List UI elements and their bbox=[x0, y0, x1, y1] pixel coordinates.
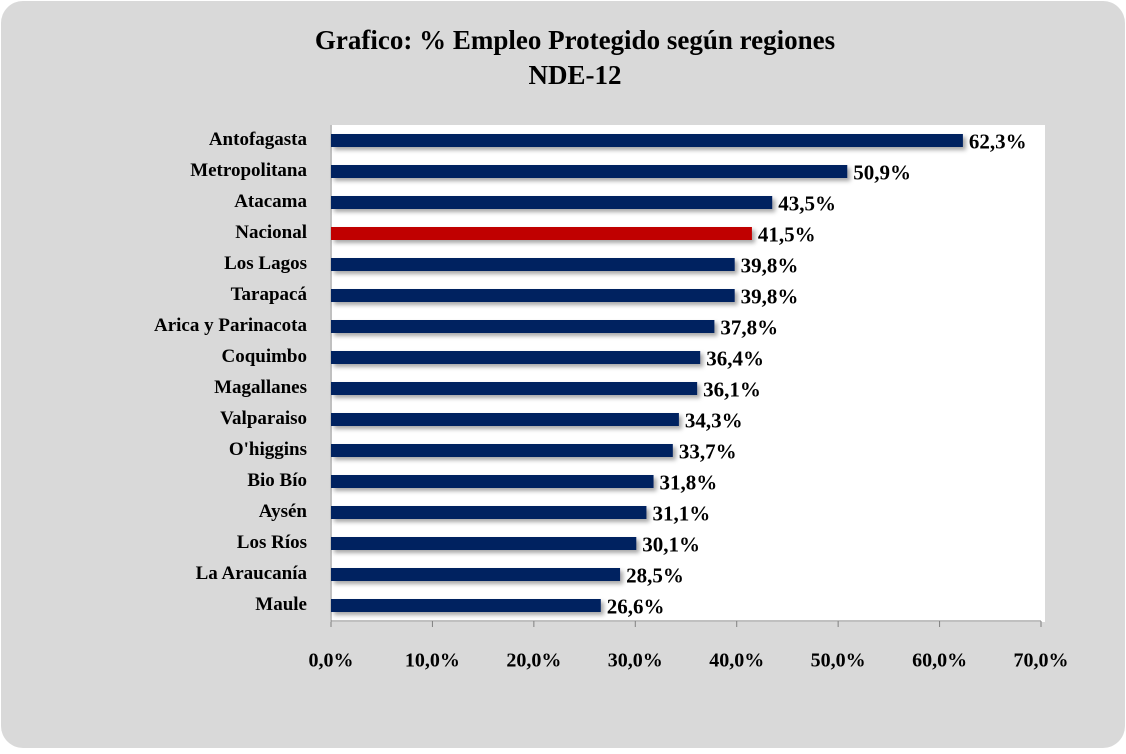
bar bbox=[331, 382, 698, 395]
value-label: 26,6% bbox=[607, 594, 665, 618]
y-tick-label: Metropolitana bbox=[190, 160, 307, 181]
bar bbox=[331, 289, 735, 302]
y-tick-label: La Araucanía bbox=[196, 563, 308, 584]
bar bbox=[331, 196, 773, 209]
x-tick-label: 20,0% bbox=[506, 650, 561, 672]
y-tick-label: O'higgins bbox=[229, 439, 307, 460]
value-label: 39,8% bbox=[741, 284, 799, 308]
value-label: 33,7% bbox=[679, 439, 737, 463]
y-tick-label: Los Lagos bbox=[224, 253, 307, 274]
bar bbox=[331, 568, 621, 581]
value-label: 62,3% bbox=[969, 129, 1027, 153]
value-label: 36,1% bbox=[703, 377, 761, 401]
y-tick-label: Tarapacá bbox=[231, 284, 308, 305]
value-label: 39,8% bbox=[741, 253, 799, 277]
value-label: 43,5% bbox=[778, 191, 836, 215]
value-label: 31,8% bbox=[660, 470, 718, 494]
y-tick-label: Maule bbox=[255, 594, 307, 615]
y-tick-label: Antofagasta bbox=[209, 129, 308, 150]
y-tick-label: Coquimbo bbox=[221, 346, 307, 367]
value-label: 34,3% bbox=[685, 408, 743, 432]
y-tick-label: Arica y Parinacota bbox=[154, 315, 308, 336]
value-label: 41,5% bbox=[758, 222, 816, 246]
value-label: 36,4% bbox=[706, 346, 764, 370]
bar bbox=[331, 227, 752, 240]
bar bbox=[331, 413, 679, 426]
value-label: 50,9% bbox=[853, 160, 911, 184]
chart-title: Grafico: % Empleo Protegido según region… bbox=[315, 25, 835, 55]
bar bbox=[331, 444, 673, 457]
bar bbox=[331, 506, 647, 519]
y-tick-label: Aysén bbox=[259, 501, 308, 522]
bar bbox=[331, 258, 735, 271]
y-tick-label: Bio Bío bbox=[247, 470, 307, 491]
x-tick-label: 10,0% bbox=[405, 650, 460, 672]
x-tick-label: 60,0% bbox=[912, 650, 967, 672]
x-tick-label: 30,0% bbox=[608, 650, 663, 672]
value-label: 31,1% bbox=[652, 501, 710, 525]
chart-subtitle: NDE-12 bbox=[529, 60, 622, 90]
bar bbox=[331, 351, 701, 364]
x-tick-label: 70,0% bbox=[1014, 650, 1069, 672]
y-tick-label: Valparaiso bbox=[220, 408, 307, 429]
x-tick-label: 0,0% bbox=[309, 650, 354, 672]
x-tick-label: 50,0% bbox=[811, 650, 866, 672]
y-tick-label: Magallanes bbox=[214, 377, 307, 398]
bar bbox=[331, 599, 601, 612]
x-tick-label: 40,0% bbox=[709, 650, 764, 672]
bar bbox=[331, 475, 654, 488]
value-label: 37,8% bbox=[720, 315, 778, 339]
y-tick-label: Los Ríos bbox=[237, 532, 307, 553]
y-tick-label: Atacama bbox=[234, 191, 307, 212]
bar bbox=[331, 537, 637, 550]
value-label: 28,5% bbox=[626, 563, 684, 587]
y-tick-label: Nacional bbox=[235, 222, 307, 243]
value-label: 30,1% bbox=[642, 532, 700, 556]
bar bbox=[331, 320, 715, 333]
bar bbox=[331, 165, 848, 178]
bar bbox=[331, 134, 963, 147]
